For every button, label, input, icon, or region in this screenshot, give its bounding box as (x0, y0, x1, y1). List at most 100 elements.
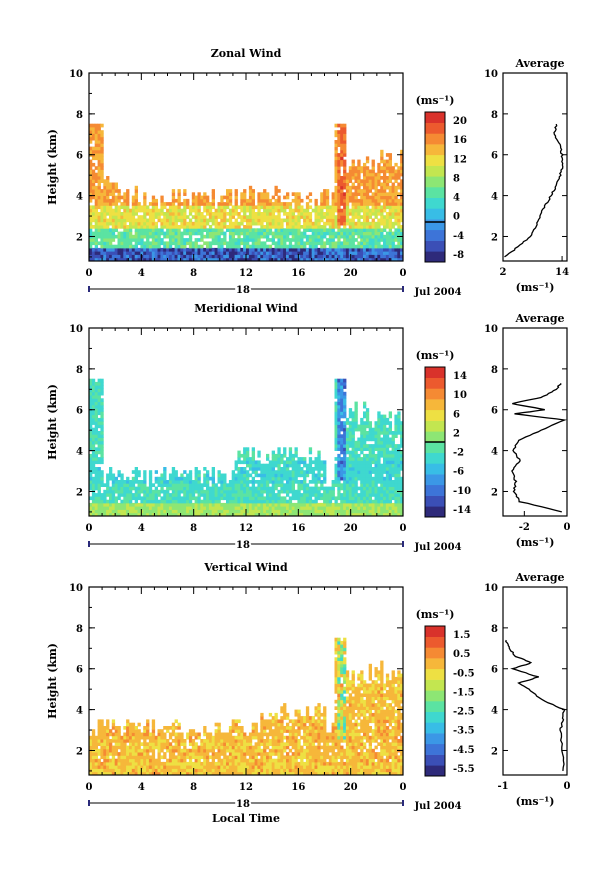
heatmap-cell (94, 447, 98, 451)
heatmap-cell (254, 473, 258, 478)
heatmap-cell (143, 212, 147, 216)
heatmap-cell (89, 470, 93, 474)
heatmap-cell (111, 752, 116, 756)
heatmap-cell (123, 238, 127, 242)
heatmap-cell (271, 509, 275, 514)
heatmap-cell (131, 198, 136, 203)
heatmap-cell (226, 502, 230, 507)
heatmap-cell (123, 195, 127, 200)
heatmap-cell (91, 385, 96, 389)
heatmap-cell (363, 437, 367, 442)
heatmap-cell (274, 496, 278, 501)
heatmap-cell (100, 752, 104, 756)
heatmap-cell (91, 414, 96, 419)
heatmap-cell (274, 185, 278, 190)
heatmap-cell (343, 130, 347, 134)
heatmap-cell (137, 722, 141, 727)
heatmap-cell (123, 752, 127, 756)
heatmap-cell (311, 247, 315, 252)
heatmap-cell (137, 247, 141, 252)
heatmap-cell (234, 251, 238, 255)
heatmap-cell (246, 247, 250, 252)
heatmap-cell (351, 241, 355, 246)
heatmap-cell (357, 189, 361, 193)
heatmap-cell (277, 447, 281, 451)
heatmap-cell (371, 431, 375, 435)
heatmap-cell (374, 257, 378, 262)
heatmap-cell (323, 254, 327, 259)
heatmap-cell (328, 221, 333, 226)
heatmap-cell (363, 506, 367, 510)
heatmap-cell (371, 205, 375, 210)
heatmap-cell (320, 192, 324, 196)
heatmap-cell (97, 758, 101, 763)
heatmap-cell (377, 427, 381, 432)
heatmap-cell (328, 238, 333, 242)
heatmap-cell (400, 198, 404, 203)
heatmap-cell (246, 228, 250, 232)
heatmap-cell (388, 192, 392, 196)
heatmap-cell (214, 218, 218, 223)
heatmap-cell (226, 202, 230, 206)
heatmap-cell (237, 502, 241, 507)
heatmap-cell (368, 493, 372, 497)
heatmap-cell (365, 437, 370, 442)
heatmap-cell (103, 215, 107, 219)
heatmap-cell (91, 493, 96, 497)
heatmap-cell (257, 486, 261, 491)
heatmap-cell (157, 244, 161, 249)
heatmap-cell (323, 212, 327, 216)
heatmap-cell (140, 496, 144, 501)
heatmap-cell (148, 208, 153, 213)
heatmap-cell (311, 257, 315, 262)
heatmap-cell (343, 257, 347, 262)
heatmap-cell (206, 208, 210, 213)
heatmap-cell (111, 771, 116, 776)
heatmap-cell (186, 205, 190, 210)
heatmap-cell (248, 489, 253, 494)
heatmap-cell (123, 742, 127, 746)
heatmap-cell (268, 247, 273, 252)
heatmap-cell (171, 251, 176, 255)
heatmap-cell (203, 234, 207, 239)
heatmap-cell (351, 205, 355, 210)
heatmap-cell (400, 421, 404, 425)
heatmap-cell (303, 234, 307, 239)
heatmap-cell (166, 247, 170, 252)
heatmap-cell (371, 457, 375, 461)
heatmap-cell (266, 192, 270, 196)
heatmap-cell (340, 486, 344, 491)
heatmap-cell (234, 225, 238, 229)
heatmap-cell (391, 241, 395, 246)
heatmap-cell (114, 208, 118, 213)
heatmap-cell (89, 398, 93, 402)
heatmap-cell (228, 202, 233, 206)
heatmap-cell (117, 493, 121, 497)
heatmap-cell (89, 391, 93, 396)
heatmap-cell (180, 509, 184, 514)
heatmap-cell (340, 450, 344, 455)
heatmap-cell (148, 247, 153, 252)
heatmap-cell (268, 509, 273, 514)
heatmap-cell (394, 254, 398, 259)
heatmap-cell (94, 483, 98, 487)
heatmap-cell (143, 512, 147, 517)
heatmap-cell (91, 241, 96, 246)
heatmap-cell (208, 208, 213, 213)
heatmap-cell (348, 453, 353, 458)
heatmap-cell (100, 176, 104, 180)
heatmap-cell (163, 212, 167, 216)
heatmap-cell (300, 241, 304, 246)
heatmap-cell (383, 437, 387, 442)
heatmap-cell (111, 755, 116, 760)
heatmap-cell (171, 228, 176, 232)
heatmap-cell (154, 238, 158, 242)
heatmap-cell (371, 444, 375, 448)
heatmap-cell (283, 496, 287, 501)
heatmap-cell (274, 512, 278, 517)
heatmap-cell (100, 755, 104, 760)
heatmap-cell (234, 241, 238, 246)
heatmap-cell (266, 457, 270, 461)
heatmap-cell (337, 176, 341, 180)
heatmap-cell (89, 502, 93, 507)
